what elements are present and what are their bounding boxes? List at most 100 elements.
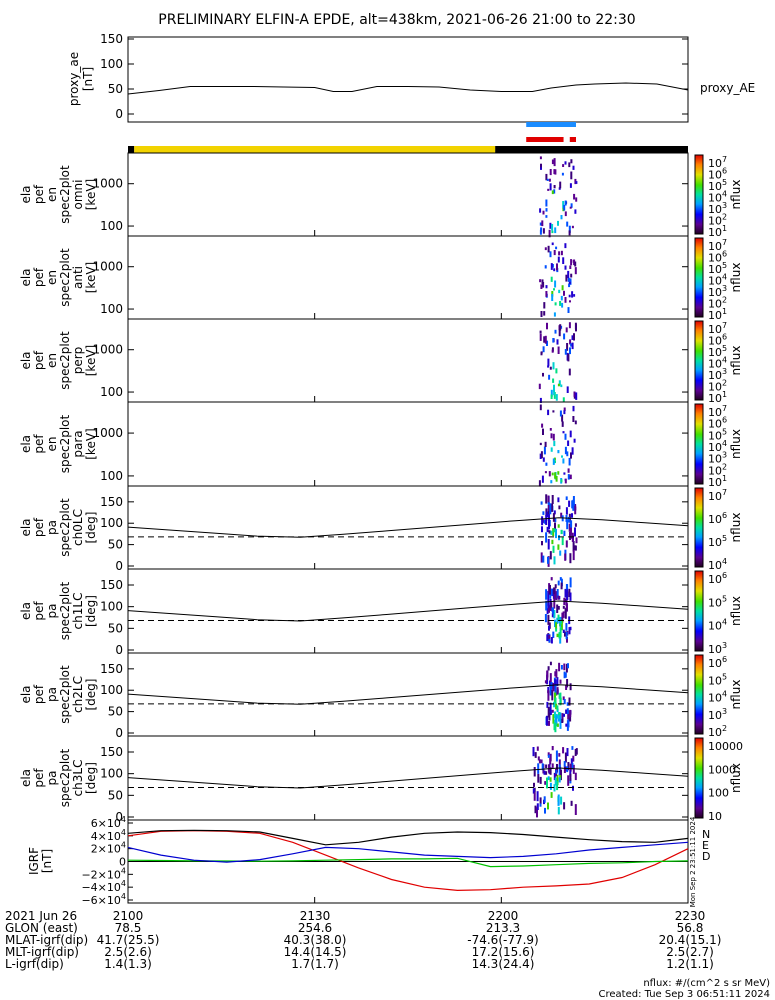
colorbar-tick-label: 103 <box>708 707 727 722</box>
heatmap-cell <box>569 430 572 438</box>
heatmap-cell <box>542 228 545 234</box>
heatmap-cell <box>569 532 571 540</box>
heatmap-cell <box>546 701 549 708</box>
panel-ylabel: pa <box>45 520 59 535</box>
heatmap-cell <box>546 340 548 346</box>
heatmap-cell <box>546 777 548 789</box>
heatmap-cell <box>540 759 543 764</box>
heatmap-cell <box>566 679 569 688</box>
heatmap-cell <box>547 409 550 416</box>
heatmap-cell <box>560 619 563 631</box>
heatmap-cell <box>542 282 545 288</box>
heatmap-cell <box>549 585 551 595</box>
heatmap-cell <box>554 697 557 704</box>
heatmap-cell <box>548 471 551 477</box>
heatmap-cell <box>571 762 574 770</box>
heatmap-cell <box>541 516 544 526</box>
heatmap-cell <box>553 158 556 167</box>
heatmap-cell <box>571 746 574 750</box>
colorbar-tick-label: 106 <box>708 167 727 182</box>
heatmap-cell <box>568 230 571 236</box>
axis-row-value: 14.3(24.4) <box>472 957 535 971</box>
heatmap-cell <box>539 453 542 459</box>
colorbar-tick-label: 104 <box>708 356 727 371</box>
heatmap-cell <box>558 618 561 624</box>
heatmap-cell <box>551 495 554 505</box>
heatmap-cell <box>557 715 560 719</box>
heatmap-cell <box>547 514 550 522</box>
igrf-ylabel: IGRF <box>27 847 41 875</box>
heatmap-cell <box>571 513 573 518</box>
panel-ylabel: ela <box>19 435 33 453</box>
heatmap-cell <box>569 526 572 533</box>
heatmap-cell <box>551 242 554 246</box>
heatmap-cell <box>560 665 563 670</box>
heatmap-cell <box>544 265 547 269</box>
heatmap-cell <box>560 796 563 805</box>
heatmap-cell <box>554 722 557 733</box>
heatmap-cell <box>562 605 565 609</box>
colorbar-tick-label: 105 <box>708 344 727 359</box>
heatmap-cell <box>566 720 569 731</box>
heatmap-cell <box>556 589 559 599</box>
axis-row-value: -74.6(-77.9) <box>467 933 538 947</box>
heatmap-cell <box>569 709 572 716</box>
heatmap-cell <box>564 265 567 270</box>
colorbar-tick-label: 101 <box>708 224 727 239</box>
heatmap-cell <box>545 285 548 289</box>
heatmap-cell <box>551 230 554 234</box>
ae-tick-label: 100 <box>100 57 123 71</box>
heatmap-cell <box>567 474 570 480</box>
heatmap-cell <box>550 263 553 270</box>
panel-ylabel: ela <box>19 769 33 787</box>
heatmap-cell <box>551 539 554 545</box>
heatmap-cell <box>553 384 555 393</box>
heatmap-cell <box>538 759 541 764</box>
heatmap-cell <box>564 200 567 206</box>
heatmap-cell <box>564 672 567 678</box>
heatmap-cell <box>559 181 562 189</box>
colorbar-tick-label: 107 <box>708 321 727 336</box>
heatmap-cell <box>542 555 545 563</box>
heatmap-cell <box>566 766 569 773</box>
heatmap-cell <box>571 291 574 298</box>
heatmap-cell <box>555 770 558 774</box>
heatmap-cell <box>574 322 577 330</box>
heatmap-cell <box>567 440 570 446</box>
panel-ylabel: ch1LC <box>71 593 85 630</box>
panel-frame-ch1LC <box>127 568 689 654</box>
panel-ylabel: spec2plot <box>58 665 72 724</box>
heatmap-cell <box>547 505 550 513</box>
igrf-tick-label: 2×104 <box>91 841 126 856</box>
heatmap-cell <box>553 701 556 708</box>
heatmap-cell <box>556 604 559 613</box>
heatmap-cell <box>569 278 572 285</box>
heatmap-cell <box>568 627 571 635</box>
axis-row-label: MLT-igrf(dip) <box>5 945 79 959</box>
panel-ylabel: ela <box>19 268 33 286</box>
y-tick-label: 0 <box>115 810 123 824</box>
heatmap-cell <box>565 631 568 640</box>
heatmap-cell <box>558 753 561 757</box>
heatmap-cell <box>557 606 560 610</box>
heatmap-cell <box>547 690 550 701</box>
panel-ylabel: pa <box>45 687 59 702</box>
heatmap-cell <box>553 587 556 595</box>
axis-row-value: 2.5(2.6) <box>104 945 152 959</box>
heatmap-cell <box>556 263 558 271</box>
panel-ylabel: ch3LC <box>71 760 85 797</box>
panel-ylabel: pef <box>32 517 46 537</box>
heatmap-cell <box>556 687 559 695</box>
igrf-ylabel-unit: [nT] <box>40 849 54 873</box>
panel-ylabel: ela <box>19 685 33 703</box>
heatmap-cell <box>554 472 557 479</box>
heatmap-cell <box>572 499 575 511</box>
heatmap-cell <box>575 197 578 202</box>
panel-ylabel: [keV] <box>84 428 98 459</box>
heatmap-cell <box>545 589 548 600</box>
heatmap-cell <box>572 541 575 552</box>
colorbar-tick-label: 103 <box>708 284 727 299</box>
heatmap-cell <box>572 764 575 774</box>
heatmap-cell <box>534 752 537 758</box>
heatmap-cell <box>574 267 577 275</box>
